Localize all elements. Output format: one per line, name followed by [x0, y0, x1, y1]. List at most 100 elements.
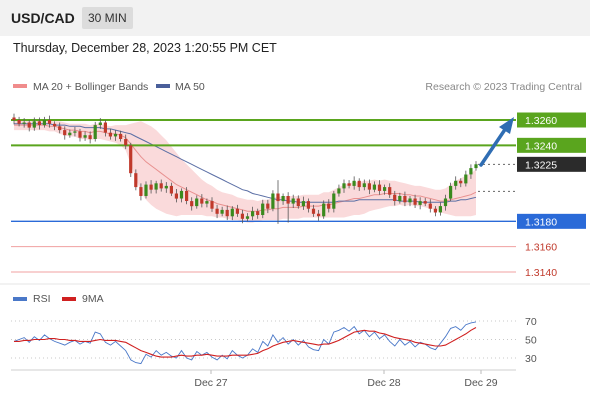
candle-body	[256, 211, 260, 215]
candle-body	[464, 174, 468, 184]
candle-body	[230, 208, 234, 217]
rsi-tick-label: 70	[525, 316, 537, 328]
level-label-1.3180: 1.3180	[525, 216, 557, 228]
candle-body	[83, 135, 87, 138]
ma50-legend-label: MA 50	[175, 81, 205, 93]
level-label-1.3140: 1.3140	[525, 267, 557, 279]
candle-body	[139, 187, 143, 196]
level-tag-1.3260	[517, 112, 586, 128]
candle-body	[327, 203, 331, 209]
candle-body	[281, 196, 285, 202]
level-tag-1.3180	[517, 213, 586, 229]
candle-body	[322, 203, 326, 217]
candle-body	[388, 187, 392, 195]
candle-body	[185, 190, 189, 201]
rsi-tick-label: 30	[525, 353, 537, 365]
bollinger-band	[14, 120, 476, 223]
candle-body	[332, 193, 336, 209]
candle-body	[408, 198, 412, 203]
candle-body	[215, 208, 219, 214]
level-label-1.3160: 1.3160	[525, 242, 557, 254]
candle-body	[372, 184, 376, 190]
candle-body	[93, 125, 97, 139]
candle-body	[383, 187, 387, 191]
candle-body	[317, 213, 321, 217]
forecast-arrow-shaft	[479, 126, 508, 167]
candle-body	[474, 164, 478, 169]
candle-body	[357, 180, 361, 188]
candle-body	[63, 130, 67, 136]
candle-body	[129, 145, 133, 174]
last-price-label: 1.3225	[525, 159, 557, 171]
ma9-line	[14, 327, 477, 358]
bb-legend-label: MA 20 + Bollinger Bands	[33, 81, 148, 93]
time-tick-label: Dec 29	[464, 377, 497, 389]
candle-body	[179, 190, 184, 199]
candle-body	[245, 216, 250, 219]
candle-body	[164, 185, 168, 189]
candle-body	[113, 133, 118, 137]
candle-body	[119, 133, 123, 139]
price-layer: 1.3260 1.3240 1.3180 1.3160 1.3140 1.3225	[11, 112, 586, 279]
time-tick-label: Dec 28	[367, 377, 400, 389]
chart-datetime: Thursday, December 28, 2023 1:20:55 PM C…	[13, 41, 277, 55]
candle-body	[174, 193, 178, 199]
candle-body	[78, 131, 82, 138]
candle-body	[469, 168, 473, 175]
rsi-layer: 30 50 70	[11, 316, 537, 365]
candle-body	[144, 184, 148, 196]
candle-body	[266, 203, 270, 209]
candle-body	[190, 201, 194, 207]
candle-body	[413, 198, 417, 205]
candle-body	[73, 131, 77, 133]
rsi-legend-label: RSI	[33, 293, 51, 305]
candle-body	[301, 201, 305, 207]
candle-body	[240, 213, 244, 219]
candle-body	[454, 180, 458, 186]
candle-body	[433, 208, 437, 213]
candle-body	[220, 209, 224, 214]
candle-body	[271, 193, 275, 209]
candle-body	[438, 206, 442, 213]
forecast-arrow-head	[499, 117, 514, 134]
candle-body	[200, 198, 204, 204]
candle-body	[459, 180, 463, 184]
candle-body	[449, 185, 453, 199]
candle-body	[17, 120, 21, 124]
candle-body	[225, 209, 229, 217]
chart-header: USD/CAD 30 MIN	[0, 0, 590, 36]
last-price-tag	[517, 156, 586, 172]
candle-body	[149, 184, 153, 190]
candle-body	[367, 183, 371, 190]
candle-body	[261, 203, 265, 215]
timeframe-button[interactable]: 30 MIN	[82, 7, 133, 29]
bb-legend-swatch	[13, 84, 27, 88]
candle-body	[398, 196, 402, 202]
candle-body	[98, 122, 102, 125]
candle-body	[418, 201, 422, 205]
candle-body	[235, 208, 239, 214]
candle-body	[159, 183, 163, 189]
level-label-1.3260: 1.3260	[525, 115, 557, 127]
candle-body	[377, 184, 382, 191]
candle-body	[347, 183, 351, 186]
candle-body	[154, 183, 158, 190]
candle-body	[32, 121, 36, 128]
rsi-tick-label: 50	[525, 335, 537, 347]
candle-body	[195, 198, 199, 207]
candle-body	[428, 203, 432, 209]
candle-body	[22, 122, 26, 124]
candle-body	[342, 183, 346, 189]
candle-body	[53, 123, 57, 127]
candle-body	[423, 201, 427, 204]
candle-body	[393, 194, 397, 201]
credit-label: Research © 2023 Trading Central	[425, 81, 582, 93]
rsi-legend-swatch	[13, 297, 27, 301]
candle-body	[12, 117, 16, 120]
time-axis-labels: Dec 27 Dec 28 Dec 29	[194, 370, 498, 389]
candle-body	[403, 196, 407, 203]
candle-body	[88, 135, 92, 139]
ma50-legend-swatch	[156, 84, 170, 88]
candle-body	[37, 121, 41, 126]
candle-body	[27, 122, 31, 128]
